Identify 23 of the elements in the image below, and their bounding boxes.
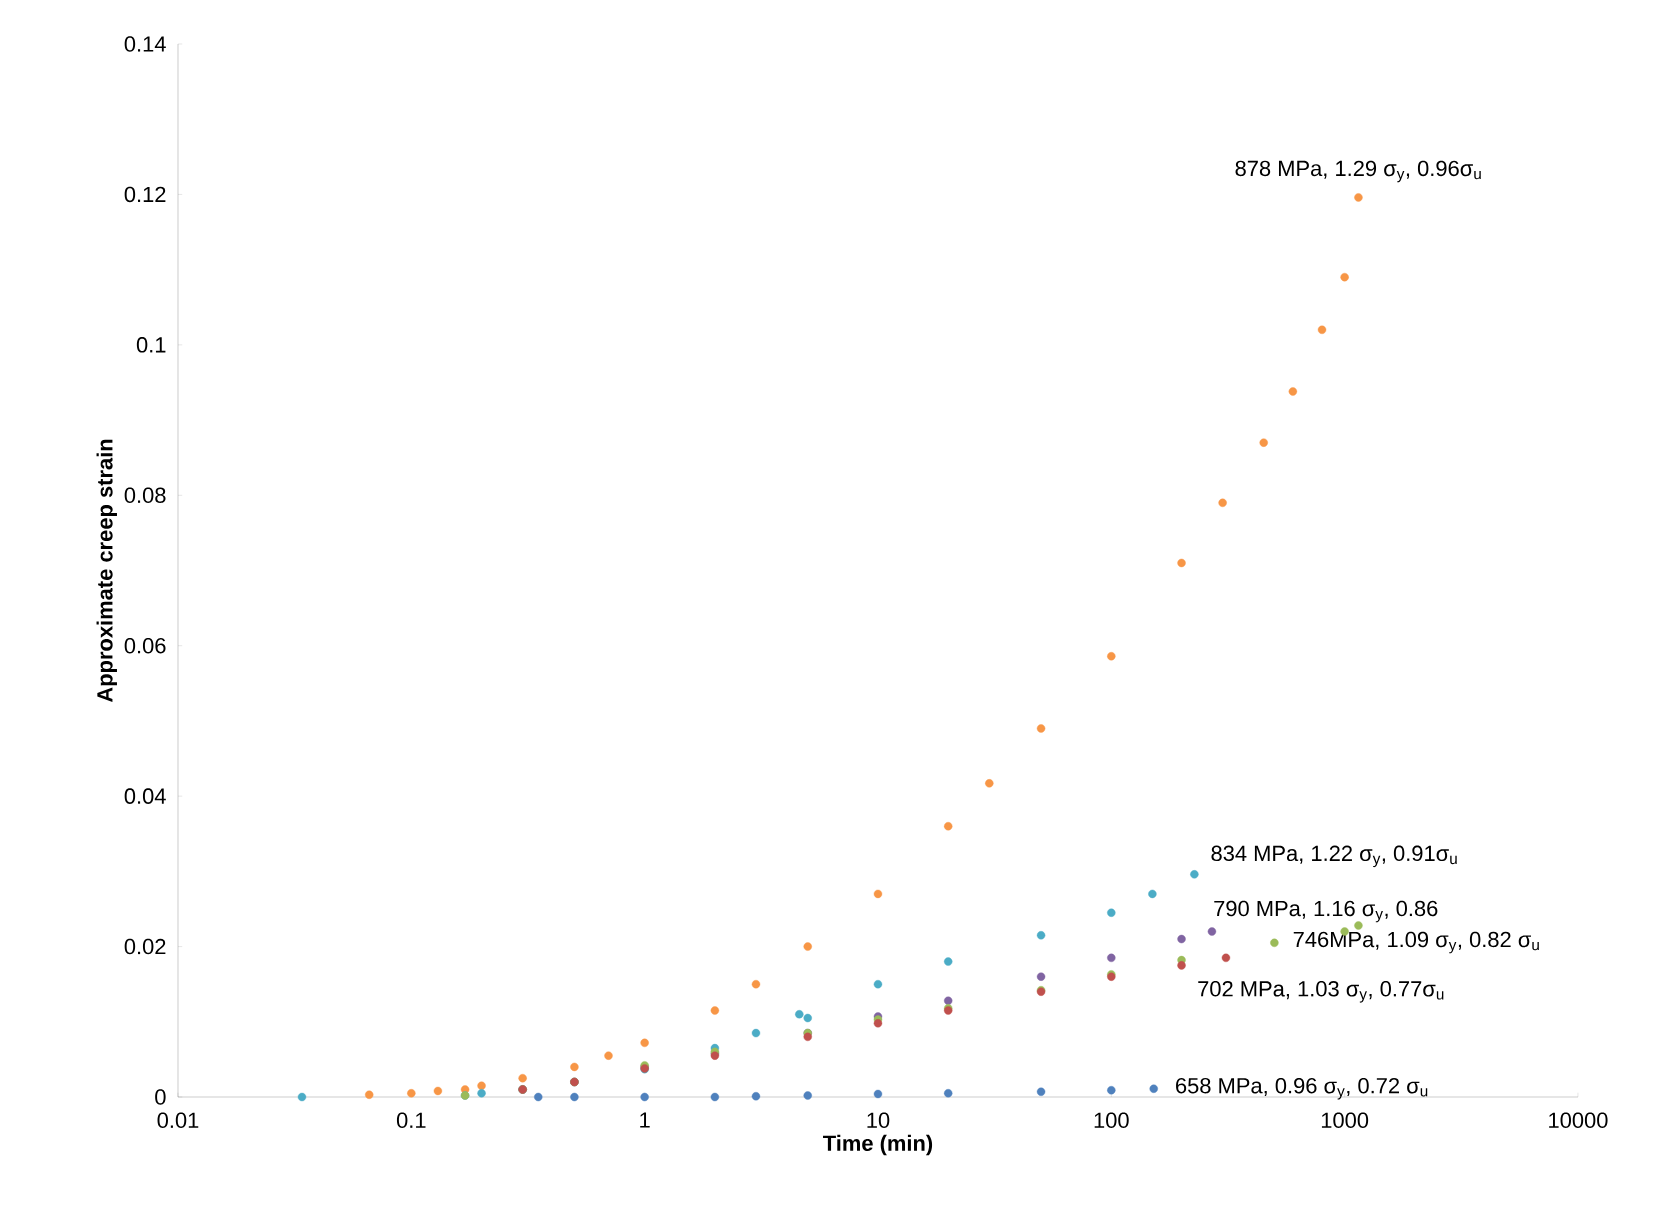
series-label: 658 MPa, 0.96 σ$_{y}$, 0.72 σ$_{u}$: [1176, 1077, 1428, 1100]
x-tick-label: 10: [867, 1112, 890, 1129]
y-tick-label: 0.06: [124, 637, 166, 654]
y-axis-title: Approximate creep strain: [96, 439, 117, 703]
series-label: 746MPa, 1.09 σ$_{y}$, 0.82 σ$_{u}$: [1293, 931, 1539, 954]
y-tick-label: 0: [155, 1089, 166, 1105]
series-label: 878 MPa, 1.29 σ$_{y}$, 0.96σ$_{u}$: [1235, 160, 1481, 183]
series-label: 702 MPa, 1.03 σ$_{y}$, 0.77σ$_{u}$: [1198, 981, 1444, 1003]
y-tick-label: 0.04: [124, 788, 166, 804]
x-tick-label: 0.1: [396, 1112, 426, 1129]
x-tick-label: 100: [1094, 1112, 1129, 1129]
y-tick-label: 0.14: [124, 36, 166, 52]
y-tick-label: 0.1: [136, 337, 166, 353]
series-label: 834 MPa, 1.22 σ$_{y}$, 0.91σ$_{u}$: [1211, 845, 1457, 868]
x-tick-label: 1000: [1321, 1112, 1369, 1129]
y-tick-label: 0.12: [124, 186, 166, 203]
x-tick-label: 1: [640, 1112, 650, 1128]
x-tick-label: 10000: [1549, 1112, 1608, 1129]
y-tick-label: 0.08: [124, 487, 166, 504]
x-tick-label: 0.01: [157, 1112, 199, 1129]
x-axis-title: Time (min): [823, 1134, 933, 1156]
series-label: 790 MPa, 1.16 σ$_{y}$, 0.86: [1214, 900, 1438, 923]
y-tick-label: 0.02: [124, 938, 166, 955]
